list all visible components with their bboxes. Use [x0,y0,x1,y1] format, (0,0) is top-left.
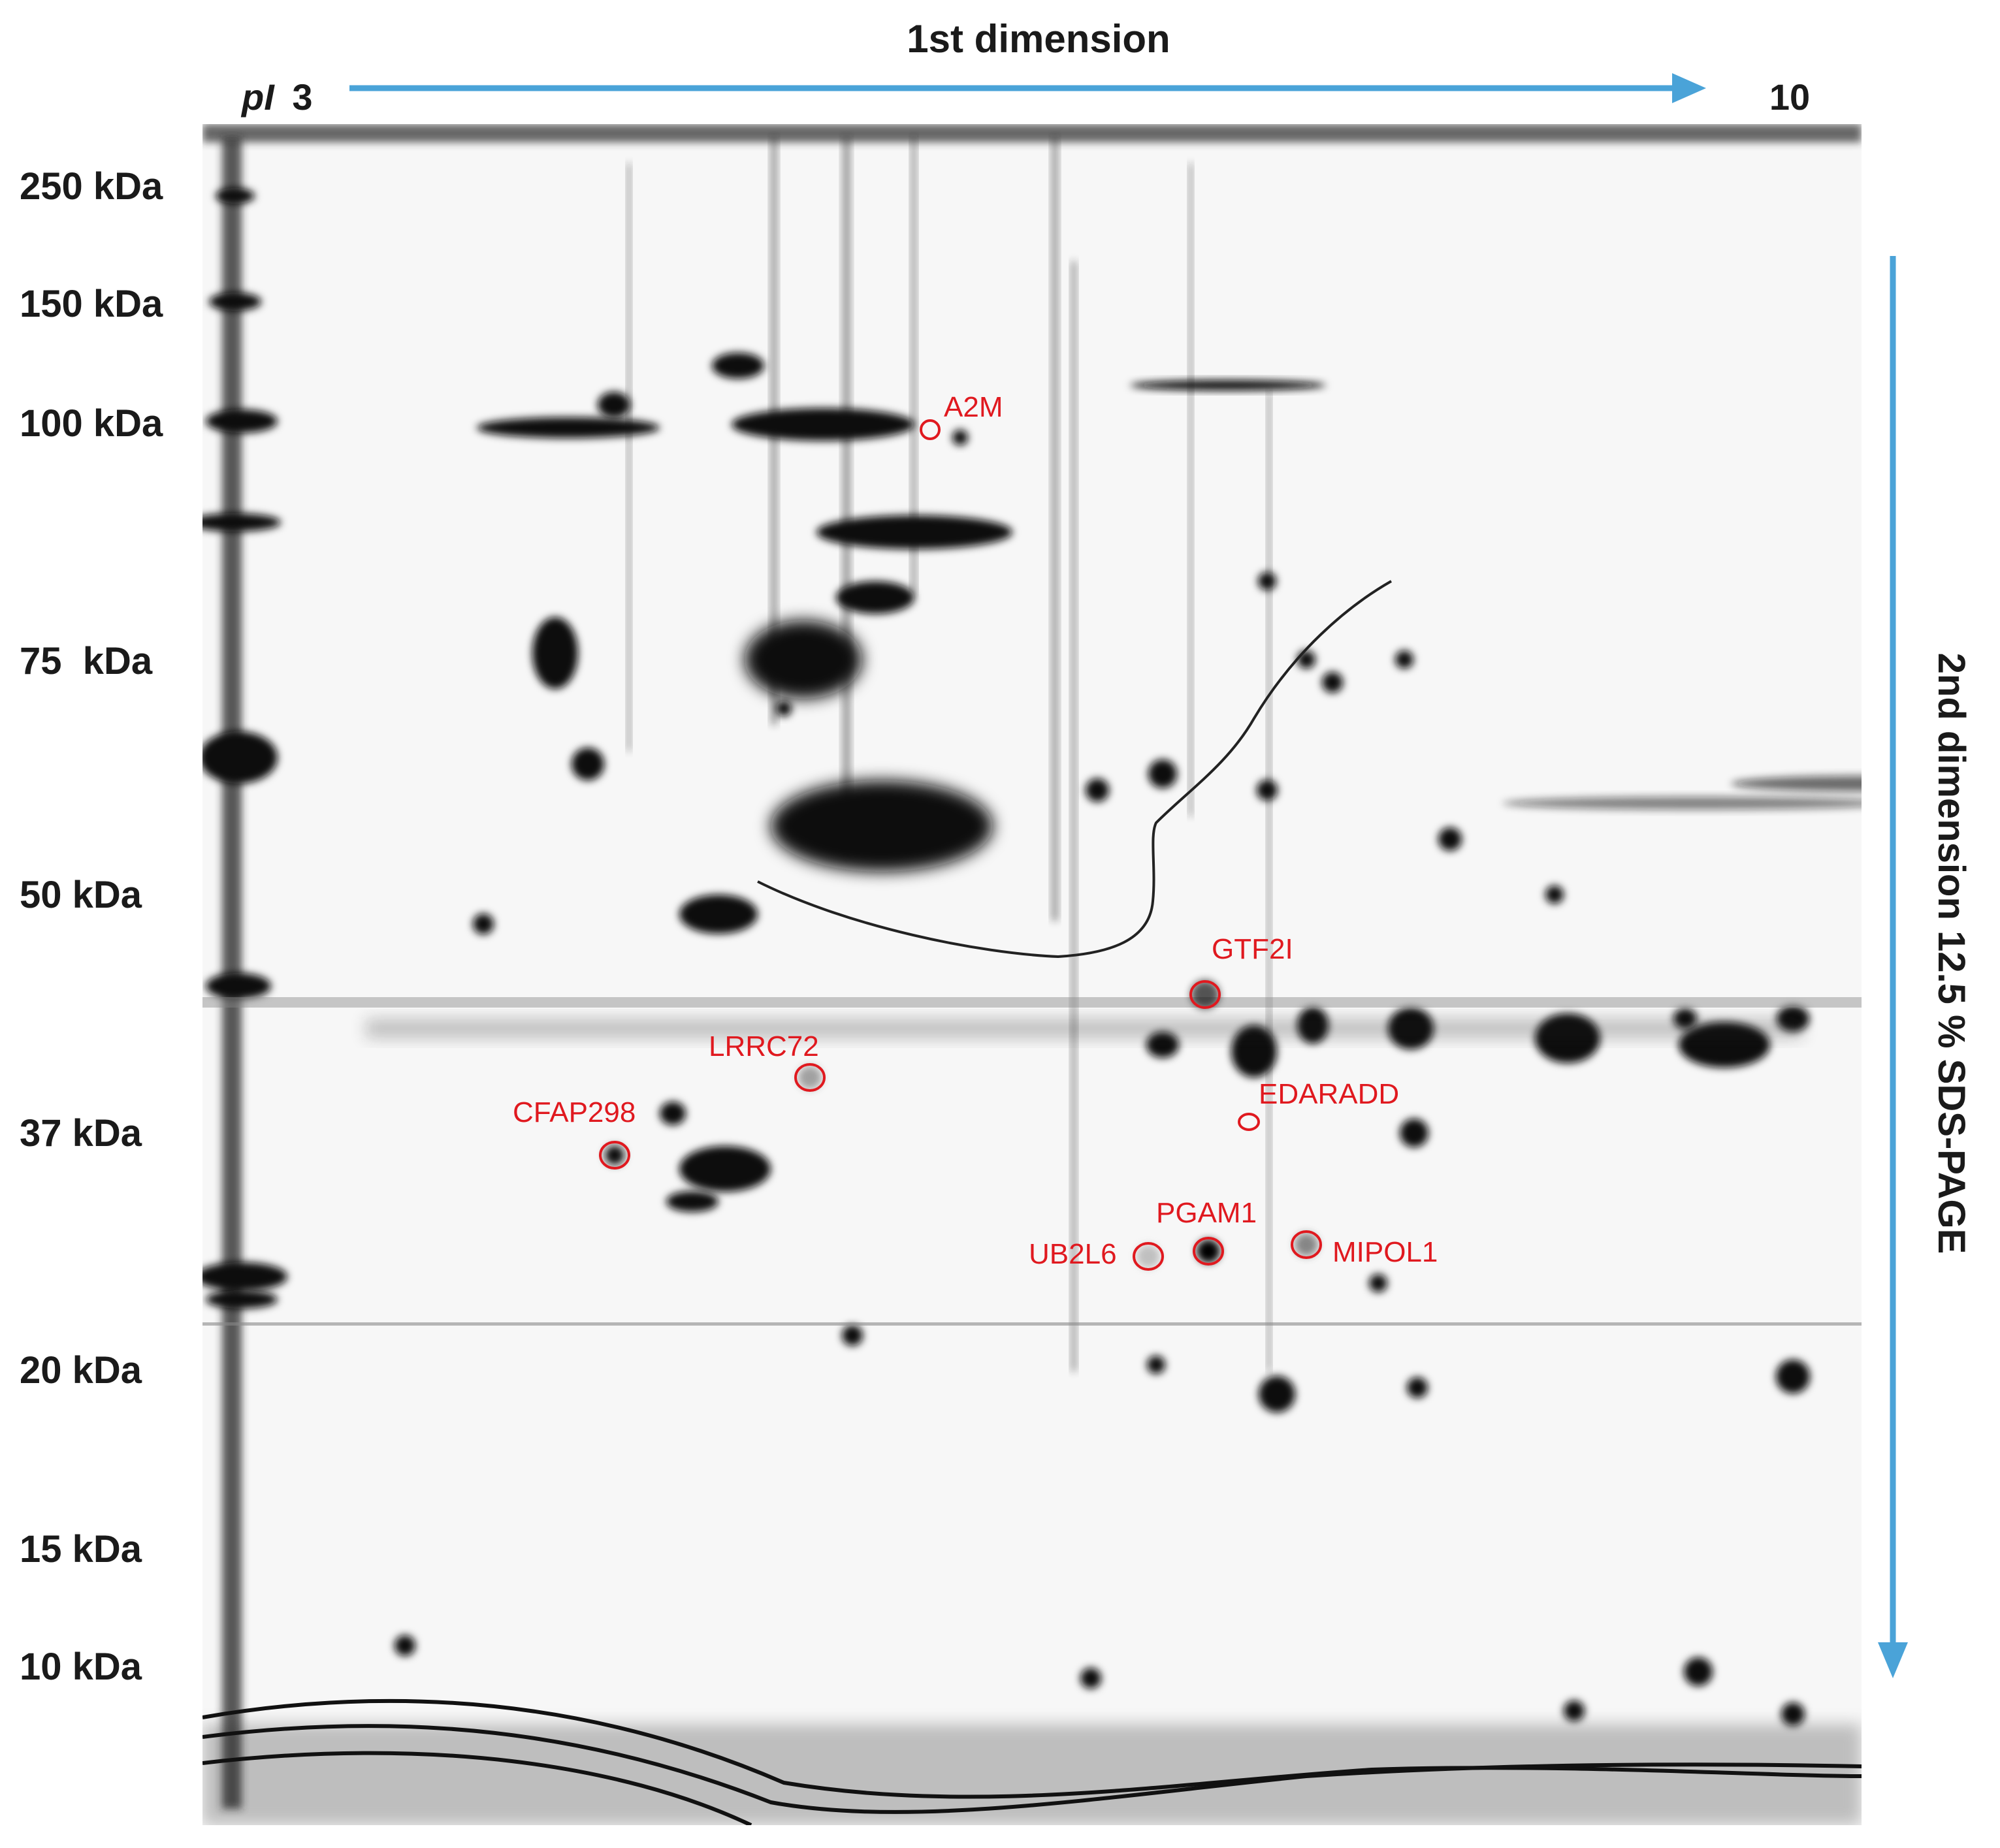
ph-start-value: 3 [292,76,312,118]
mw-marker-250: 250 kDa [20,165,163,208]
spot-ub2l6-marker [1133,1242,1164,1271]
spot-gtf2i-label: GTF2I [1212,933,1293,965]
first-dimension-axis: 1st dimension pI 3 10 [240,17,1810,118]
mw-marker-20: 20 kDa [20,1349,142,1392]
spot-edaradd: EDARADD [1238,1078,1399,1131]
mw-marker-37: 37 kDa [20,1112,142,1155]
second-dimension-label: 2nd dimension 12.5 % SDS-PAGE [1930,653,1973,1254]
marker-lane [222,137,242,1809]
gel-top-edge [202,124,1862,142]
second-dimension-axis: 2nd dimension 12.5 % SDS-PAGE [1878,256,1973,1678]
spot-edaradd-label: EDARADD [1259,1078,1399,1110]
gel-horizontal-line-upper [202,997,1862,1008]
spot-ub2l6: UB2L6 [1029,1238,1164,1271]
spot-pgam1: PGAM1 [1156,1197,1257,1266]
horizontal-bands [477,353,1862,1212]
first-dimension-label: 1st dimension [907,17,1170,61]
gel-image [202,124,1862,1825]
spot-edaradd-marker [1238,1113,1260,1131]
spot-cfap298: CFAP298 [513,1096,636,1170]
mw-marker-15: 15 kDa [20,1528,142,1570]
spot-ub2l6-label: UB2L6 [1029,1238,1117,1270]
spot-mipol1-label: MIPOL1 [1332,1236,1438,1268]
spot-pgam1-label: PGAM1 [1156,1197,1257,1229]
spot-gtf2i: GTF2I [1189,933,1293,1009]
ph-start-prefix: pI [240,76,275,118]
molecular-weight-ladder: 250 kDa 150 kDa 100 kDa 75 kDa 50 kDa 37… [20,165,163,1688]
spot-lrrc72-marker [794,1063,826,1092]
mw-marker-150: 150 kDa [20,283,163,325]
mw-marker-100: 100 kDa [20,402,163,445]
spot-gtf2i-marker [1189,980,1221,1009]
first-dimension-arrowhead [1672,73,1706,103]
spot-lrrc72-label: LRRC72 [709,1030,819,1062]
gel-background [202,124,1862,1825]
bottom-swoop-lines [202,1698,1862,1825]
mw-marker-10: 10 kDa [20,1646,142,1688]
spot-cfap298-label: CFAP298 [513,1096,636,1128]
scattered-spots [395,430,1810,1726]
second-dimension-arrowhead [1878,1642,1908,1678]
ph-end-label: 10 [1769,76,1810,118]
annotated-spots: A2M GTF2I LRRC72 EDARADD CFAP298 [513,391,1438,1271]
gel-cut-line [757,580,1392,959]
spot-lrrc72: LRRC72 [709,1030,826,1092]
spot-a2m: A2M [920,391,1003,440]
spot-pgam1-marker [1193,1237,1224,1266]
spot-row-mid [366,1006,1809,1077]
mw-marker-75: 75 kDa [20,640,153,682]
spot-a2m-label: A2M [944,391,1003,423]
gel-horizontal-line-lower [202,1322,1862,1326]
spot-mipol1-marker [1291,1230,1322,1259]
ladder-bands [202,188,287,1309]
spot-a2m-marker [920,419,941,440]
gel-bottom-edge [202,1724,1862,1825]
mw-marker-50: 50 kDa [20,874,142,916]
ph-start-label: pI 3 [240,76,312,118]
spot-mipol1: MIPOL1 [1291,1230,1438,1268]
spot-cfap298-marker [599,1141,630,1170]
